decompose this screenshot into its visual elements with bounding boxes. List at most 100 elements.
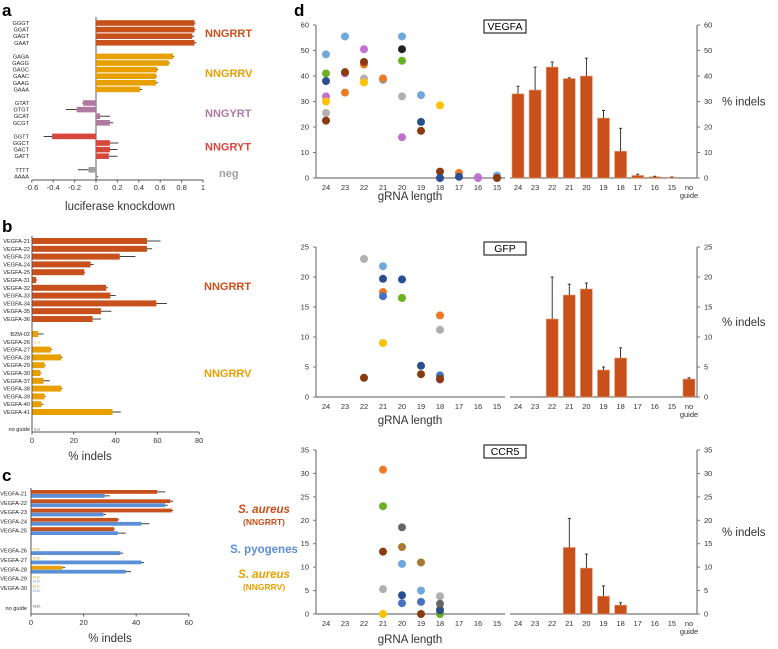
panel-label-c: c (2, 466, 11, 485)
scatter-x-tick-label: 17 (455, 402, 463, 411)
scatter-x-tick-label: 23 (341, 402, 349, 411)
bar-23 (528, 89, 542, 179)
right-y-tick-label: 15 (704, 539, 712, 548)
bar-aureus (31, 499, 171, 504)
row-label: VEGFA-21 (3, 239, 30, 245)
row-label: VEGFA-21 (0, 492, 27, 498)
row-label: no guide (9, 427, 30, 433)
bar-x-tick-label: 18 (616, 619, 624, 628)
bar-VEGFA-24 (32, 261, 91, 268)
scatter-x-tick-label: 21 (379, 619, 387, 628)
bar-x-tick-label: 15 (668, 183, 676, 192)
scatter-point (398, 542, 406, 551)
row-label: VEGFA-32 (3, 286, 30, 292)
row-label: VEGFA-26 (0, 549, 27, 555)
row-label: VEGFA-28 (0, 567, 27, 573)
bar-pyogenes (31, 503, 166, 508)
bar-GGAT (96, 26, 195, 33)
left-y-tick-label: 15 (301, 303, 309, 312)
bar-VEGFA-21 (32, 238, 147, 244)
bar-VEGFA-29 (32, 362, 45, 369)
bar-19 (597, 117, 610, 179)
scatter-point (379, 292, 387, 301)
bar-21 (562, 547, 576, 615)
x-tick-label: 0 (94, 183, 98, 192)
row-label: VEGFA-23 (3, 255, 30, 261)
bar-VEGFA-36 (32, 316, 93, 322)
scatter-x-tick-label: 22 (360, 402, 368, 411)
legend-sublabel: (NNGRRT) (243, 517, 285, 527)
row-label: VEGFA-29 (3, 363, 30, 369)
scatter-x-tick-label: 20 (398, 183, 406, 192)
subplot-title-box (483, 19, 527, 34)
x-tick-label: 40 (132, 618, 140, 627)
scatter-x-tick-label: 16 (474, 183, 482, 192)
scatter-point (417, 370, 425, 379)
scatter-x-tick-label: 18 (436, 402, 444, 411)
bar-GAGC (96, 66, 157, 73)
bar-18 (614, 150, 627, 179)
bar-x-tick-label: 22 (548, 619, 556, 628)
scatter-point (417, 361, 425, 370)
right-y-axis-label: % indels (722, 527, 766, 539)
scatter-point (398, 591, 406, 600)
left-y-tick-label: 60 (301, 21, 309, 30)
subplot-title-box (483, 241, 527, 256)
x-axis-label: % indels (68, 451, 112, 463)
x-axis-label: luciferase knockdown (65, 201, 175, 213)
x-tick-label: -0.6 (25, 183, 38, 192)
bar-x-tick-label: 17 (634, 183, 642, 192)
bar-pyogenes (31, 512, 104, 517)
bar-GACT (96, 146, 110, 153)
left-y-tick-label: 10 (301, 563, 309, 572)
x-tick-label: 80 (195, 436, 203, 445)
x-axis-label: gRNA length (378, 191, 443, 203)
scatter-point (379, 502, 387, 511)
bar-x-tick-label: 20 (582, 619, 590, 628)
scatter-point (417, 117, 425, 126)
bar-x-tick-label: 22 (548, 183, 556, 192)
scatter-point (398, 56, 406, 65)
bar-x-tick-label: 24 (514, 402, 522, 411)
bar-x-tick-label: 17 (634, 402, 642, 411)
row-label: VEGFA-30 (3, 371, 30, 377)
bar-x-tick-label: 19 (599, 402, 607, 411)
x-tick-label: 0.8 (176, 183, 186, 192)
row-label: GAGT (13, 34, 29, 40)
not-detected-label: N.D. (33, 588, 41, 593)
scatter-point (436, 311, 444, 320)
bar-pyogenes (31, 560, 142, 565)
scatter-point (436, 174, 444, 182)
legend-label: S. aureus (238, 569, 290, 581)
bar-x-tick-label: 15 (668, 619, 676, 628)
bar-GGTT (52, 133, 96, 140)
row-label: no guide (6, 606, 27, 612)
row-label: VEGFA-23 (0, 510, 27, 516)
bar-x-tick-label: 20 (582, 183, 590, 192)
scatter-point (436, 599, 444, 608)
not-detected-label: N.D. (33, 604, 41, 609)
bar-VEGFA-23 (32, 253, 120, 260)
row-label: GTGT (13, 108, 29, 114)
group-label-NNGRRV: NNGRRV (205, 68, 253, 80)
x-tick-label: 0.2 (112, 183, 122, 192)
row-label: GAGG (12, 61, 29, 67)
scatter-point (493, 174, 501, 182)
bar-20 (580, 567, 593, 615)
bar-pyogenes (31, 569, 126, 574)
row-label: VEGFA-41 (3, 410, 30, 416)
bar-VEGFA-28 (32, 354, 62, 361)
right-y-tick-label: 10 (704, 148, 712, 157)
right-y-tick-label: 5 (704, 586, 708, 595)
row-label: GCGT (13, 121, 30, 127)
bar-18 (614, 357, 627, 398)
scatter-x-tick-label: 19 (417, 402, 425, 411)
row-label: VEGFA-26 (3, 340, 30, 346)
left-y-tick-label: 5 (305, 586, 309, 595)
scatter-point (398, 45, 406, 54)
row-label: VEGFA-31 (3, 278, 30, 284)
row-label: GACT (13, 148, 29, 154)
bar-GCAT (96, 113, 101, 119)
panel-label-a: a (2, 1, 12, 20)
scatter-point (360, 57, 368, 66)
